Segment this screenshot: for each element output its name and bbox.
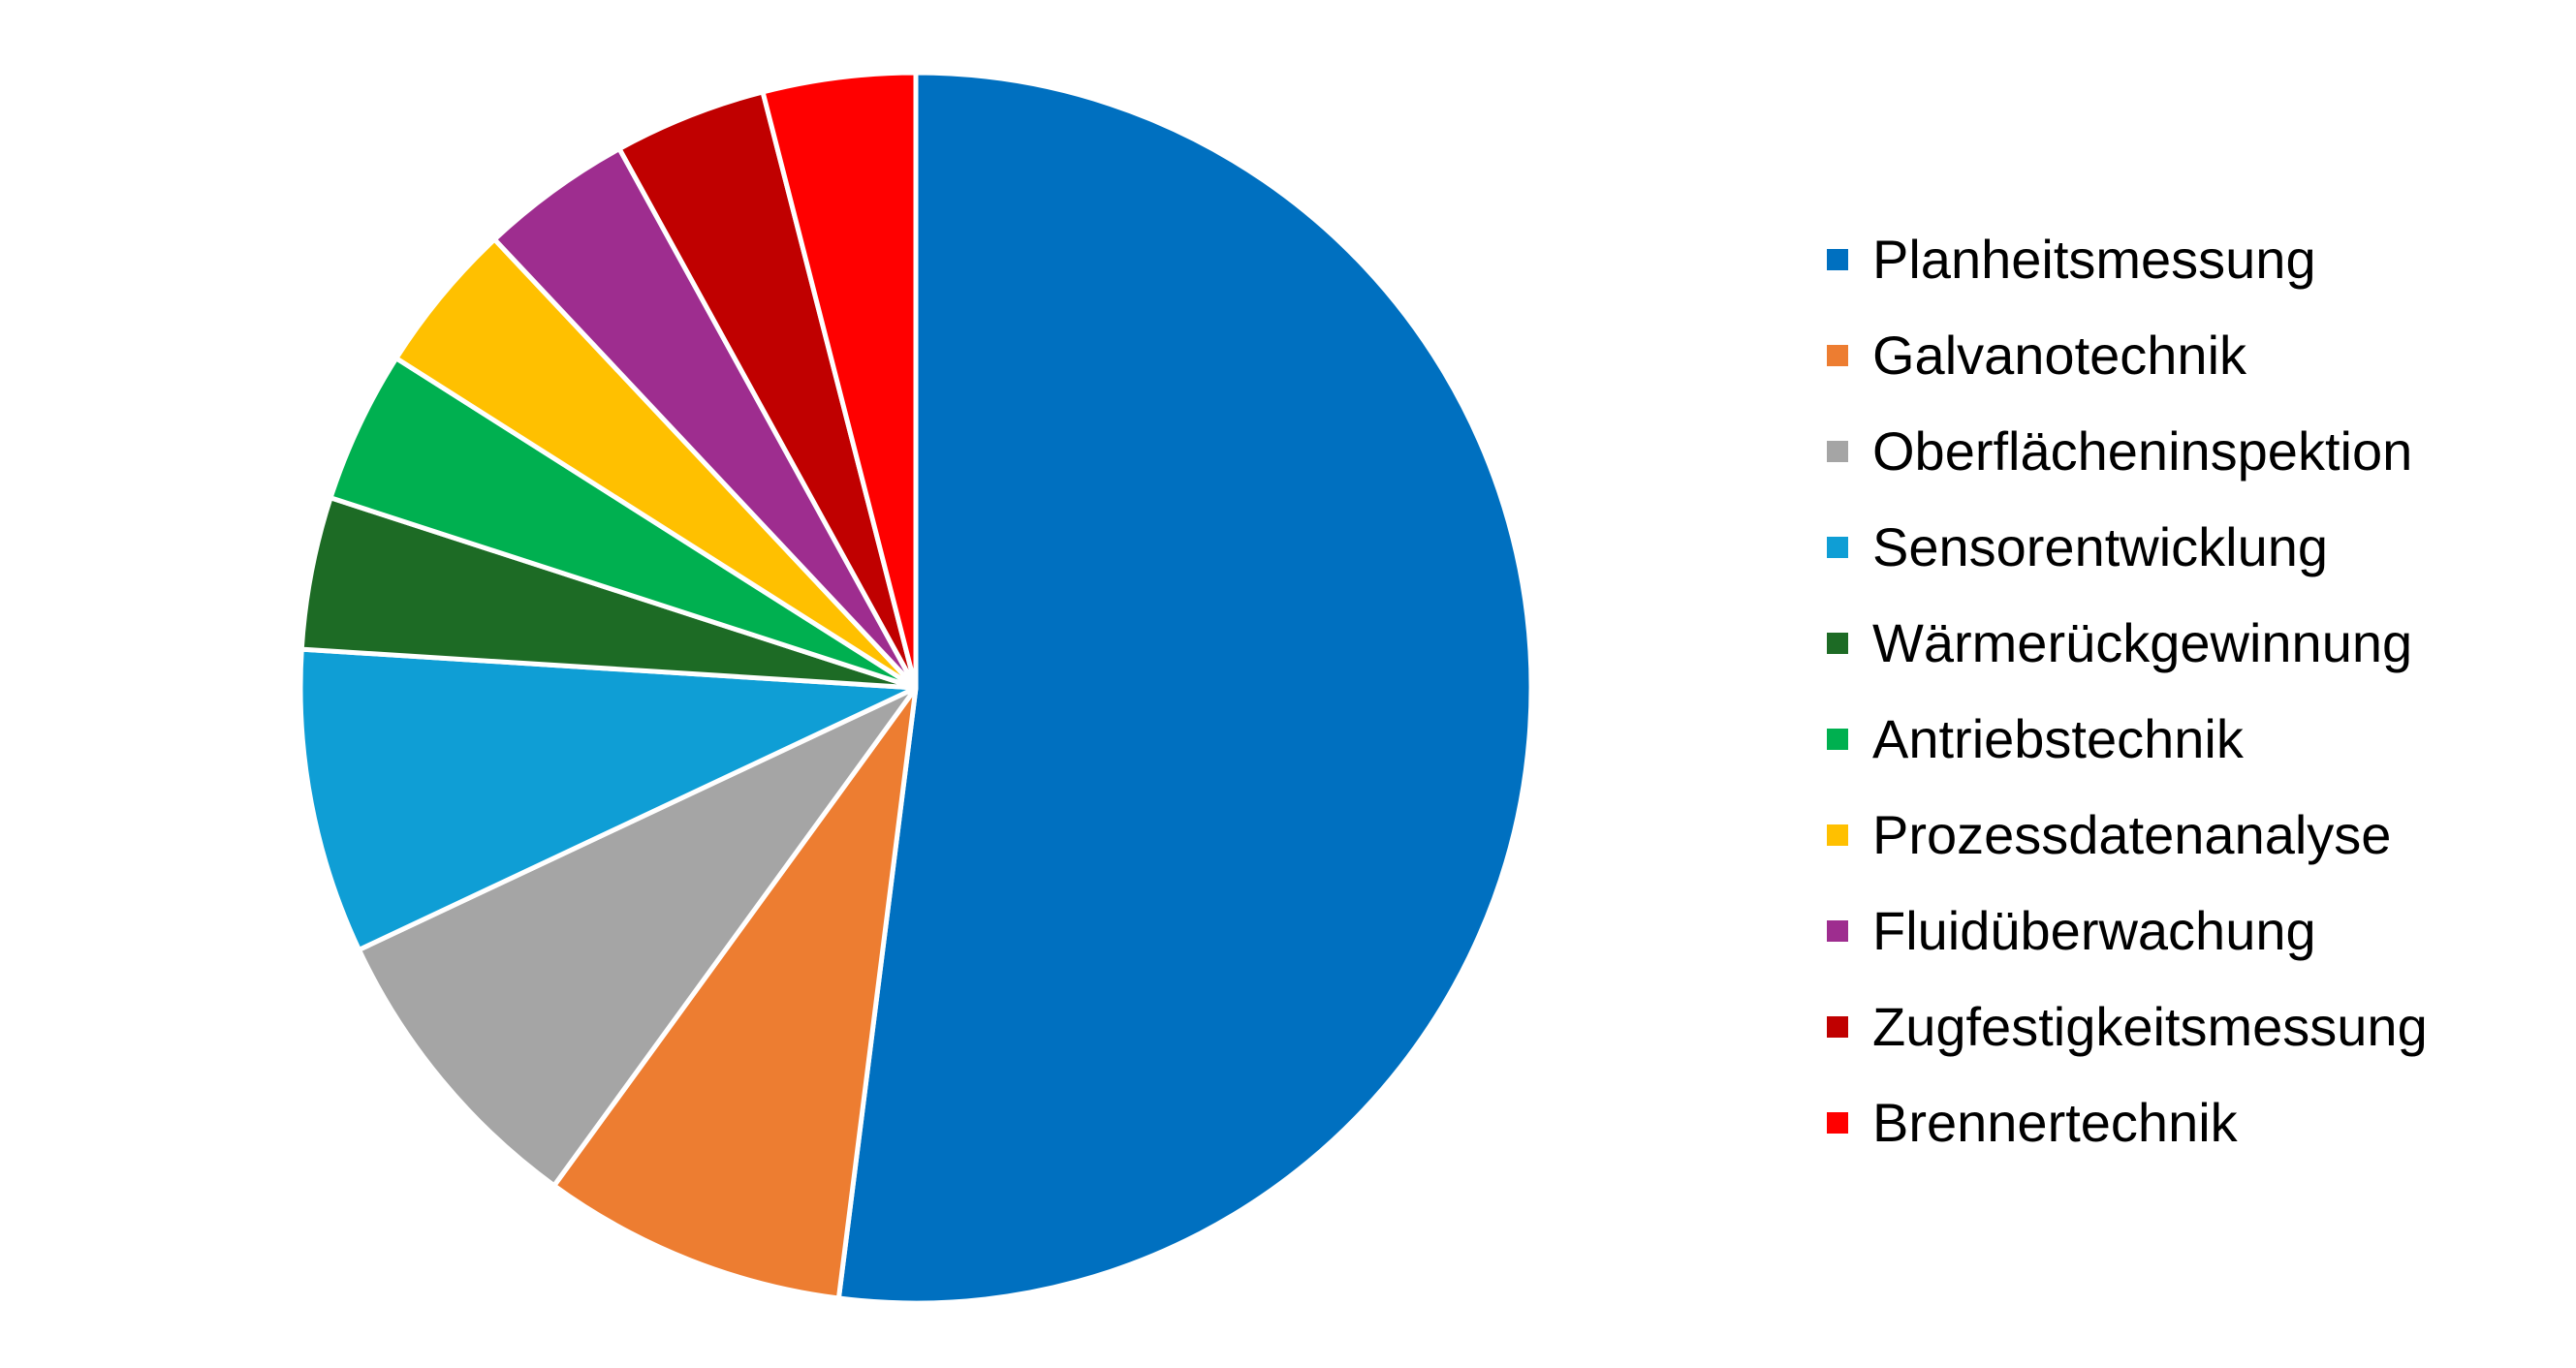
legend-label: Zugfestigkeitsmessung [1872, 995, 2428, 1057]
legend-item-sensorentwicklung: Sensorentwicklung [1827, 499, 2563, 595]
legend-item-zugfestigkeitsmessung: Zugfestigkeitsmessung [1827, 979, 2563, 1074]
legend-label: Wärmerückgewinnung [1872, 611, 2413, 673]
pie-slice-planheitsmessung [835, 70, 1534, 1306]
legend-swatch [1827, 1015, 1848, 1038]
legend-item-prozessdatenanalyse: Prozessdatenanalyse [1827, 787, 2563, 883]
chart-legend: Planheitsmessung Galvanotechnik Oberfläche… [1827, 211, 2563, 1170]
legend-item-galvanotechnik: Galvanotechnik [1827, 307, 2563, 403]
legend-swatch [1827, 824, 1848, 846]
legend-label: Galvanotechnik [1872, 324, 2247, 386]
legend-swatch [1827, 632, 1848, 654]
legend-label: Oberflächeninspektion [1872, 420, 2413, 482]
legend-item-oberflaecheninspektion: Oberflächeninspektion [1827, 403, 2563, 499]
legend-item-antriebstechnik: Antriebstechnik [1827, 691, 2563, 787]
pie-slice-brennertechnik [760, 70, 919, 691]
legend-swatch [1827, 919, 1848, 942]
legend-swatch [1827, 440, 1848, 462]
legend-swatch [1827, 344, 1848, 366]
legend-swatch [1827, 728, 1848, 750]
legend-label: Brennertechnik [1872, 1091, 2238, 1153]
legend-swatch [1827, 1111, 1848, 1134]
pie-slice-galvanotechnik [551, 685, 919, 1301]
pie-slice-sensorentwicklung [298, 646, 919, 952]
legend-swatch [1827, 248, 1848, 270]
legend-label: Antriebstechnik [1872, 707, 2244, 769]
legend-label: Sensorentwicklung [1872, 515, 2329, 577]
legend-label: Prozessdatenanalyse [1872, 803, 2392, 865]
legend-item-brennertechnik: Brennertechnik [1827, 1074, 2563, 1170]
legend-label: Planheitsmessung [1872, 228, 2316, 290]
pie-slice-oberflaecheninspektion [356, 685, 919, 1189]
legend-item-planheitsmessung: Planheitsmessung [1827, 211, 2563, 307]
legend-label: Fluidüberwachung [1872, 899, 2316, 961]
legend-item-waermerueckgewinnung: Wärmerückgewinnung [1827, 595, 2563, 691]
legend-item-fluidueberwachung: Fluidüberwachung [1827, 883, 2563, 979]
legend-swatch [1827, 536, 1848, 558]
